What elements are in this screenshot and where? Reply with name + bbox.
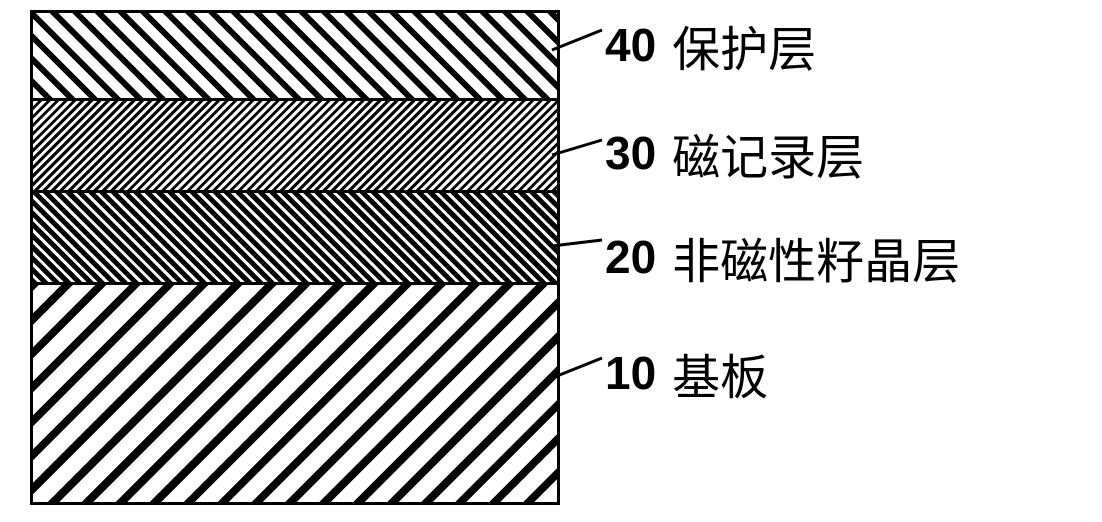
layer-30-magnetic-recording <box>33 101 557 193</box>
label-30-text: 磁记录层 <box>672 118 864 188</box>
layer-10-substrate <box>33 285 557 502</box>
layer-40-protective <box>33 13 557 101</box>
label-40: 40 保护层 <box>605 10 816 80</box>
label-20-number: 20 <box>605 230 656 284</box>
label-10: 10 基板 <box>605 338 768 408</box>
label-30-number: 30 <box>605 126 656 180</box>
layer-stack-diagram <box>30 10 560 505</box>
label-10-text: 基板 <box>672 338 768 408</box>
label-20: 20 非磁性籽晶层 <box>605 222 960 292</box>
label-40-number: 40 <box>605 18 656 72</box>
label-10-number: 10 <box>605 346 656 400</box>
layer-20-nonmagnetic-seed <box>33 193 557 285</box>
label-30: 30 磁记录层 <box>605 118 864 188</box>
label-20-text: 非磁性籽晶层 <box>672 222 960 292</box>
label-40-text: 保护层 <box>672 10 816 80</box>
